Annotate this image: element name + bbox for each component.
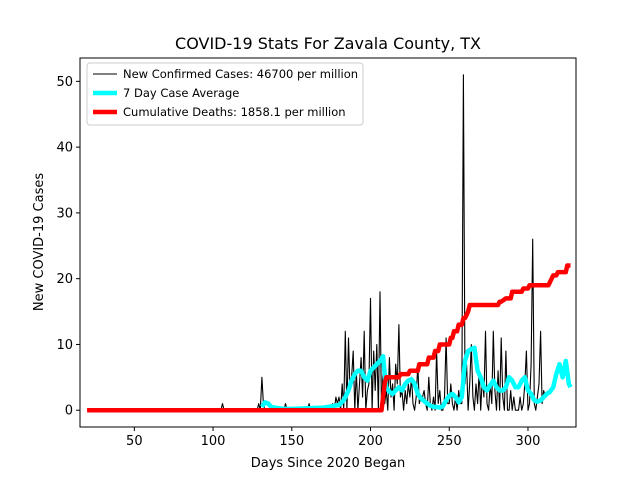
y-axis: 0 10 20 30 40 50 xyxy=(56,75,80,419)
x-tick-label: 200 xyxy=(358,434,383,449)
y-tick-label: 50 xyxy=(56,75,73,90)
x-tick-label: 300 xyxy=(516,434,541,449)
legend: New Confirmed Cases: 46700 per million 7… xyxy=(86,62,364,126)
plot-lines xyxy=(87,74,573,413)
x-axis-label: Days Since 2020 Began xyxy=(251,456,406,471)
y-tick-label: 30 xyxy=(56,206,73,221)
x-tick-label: 100 xyxy=(201,434,226,449)
y-tick-label: 40 xyxy=(56,141,73,156)
x-tick-label: 50 xyxy=(126,434,143,449)
legend-frame xyxy=(86,62,364,126)
y-tick-label: 20 xyxy=(56,272,73,287)
series-cumulative-deaths-line xyxy=(87,263,571,413)
x-axis: 50 100 150 200 250 300 xyxy=(126,427,540,449)
y-tick-label: 0 xyxy=(65,404,73,419)
legend-label-7-day-average: 7 Day Case Average xyxy=(123,86,239,100)
x-tick-label: 250 xyxy=(437,434,462,449)
series-new-cases-line xyxy=(87,74,546,411)
x-tick-label: 150 xyxy=(279,434,304,449)
series-7-day-average-line xyxy=(260,345,573,412)
legend-label-new-cases: New Confirmed Cases: 46700 per million xyxy=(123,67,358,81)
legend-label-cumulative-deaths: Cumulative Deaths: 1858.1 per million xyxy=(123,105,346,119)
plot-frame xyxy=(79,57,577,428)
y-axis-label: New COVID-19 Cases xyxy=(32,173,47,311)
chart-title: COVID-19 Stats For Zavala County, TX xyxy=(175,34,481,53)
y-tick-label: 10 xyxy=(56,338,73,353)
